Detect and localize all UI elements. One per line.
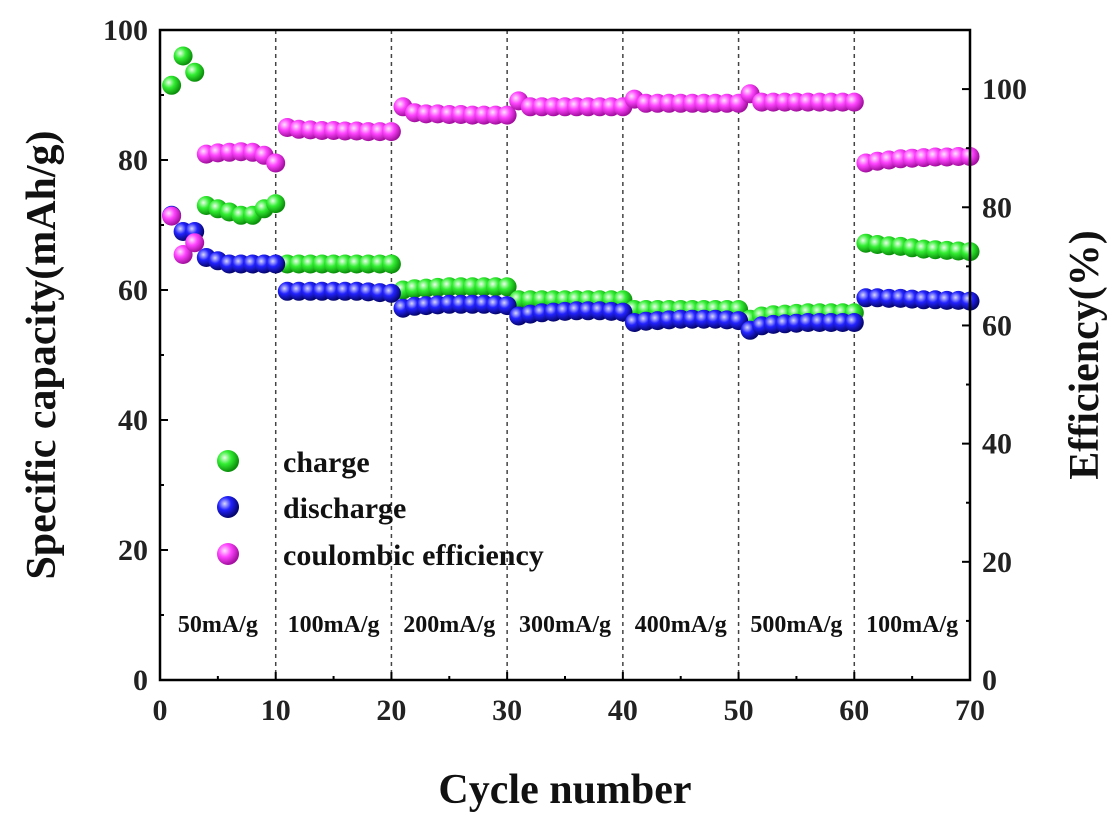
data-points <box>162 46 980 340</box>
efficiency-point <box>173 245 193 264</box>
legend-label-efficiency: coulombic efficiency <box>283 539 544 572</box>
charge-point <box>497 277 517 297</box>
charge-point <box>381 254 401 274</box>
rate-label: 500mA/g <box>750 612 842 638</box>
x-tick-label: 50 <box>724 694 754 727</box>
legend-marker-charge <box>217 450 239 472</box>
rate-label: 200mA/g <box>403 612 495 638</box>
left-y-axis-title: Specific capacity(mAh/g) <box>19 130 65 579</box>
discharge-point <box>381 283 401 303</box>
right-y-tick-label: 60 <box>982 309 1012 342</box>
charge-point <box>185 62 205 82</box>
left-y-tick-label: 60 <box>118 274 148 307</box>
right-y-axis: 0 20 40 60 80 100 <box>962 73 1027 697</box>
right-y-tick-label: 40 <box>982 428 1012 461</box>
left-y-tick-label: 100 <box>103 14 148 47</box>
x-axis-title: Cycle number <box>438 767 691 813</box>
x-tick-label: 20 <box>376 694 406 727</box>
discharge-point <box>266 254 286 274</box>
legend-label-discharge: discharge <box>283 492 406 525</box>
x-tick-label: 10 <box>261 694 291 727</box>
discharge-point <box>844 313 864 332</box>
x-tick-label: 40 <box>608 694 638 727</box>
legend-marker-efficiency <box>217 543 239 565</box>
right-y-tick-label: 0 <box>982 664 997 697</box>
x-tick-label: 30 <box>492 694 522 727</box>
efficiency-point <box>266 153 286 173</box>
efficiency-point <box>497 105 517 125</box>
efficiency-point <box>185 233 205 253</box>
rate-label: 300mA/g <box>519 612 611 638</box>
legend: charge discharge coulombic efficiency <box>217 446 544 572</box>
right-y-tick-label: 100 <box>982 73 1027 106</box>
rate-labels: 50mA/g 100mA/g 200mA/g 300mA/g 400mA/g 500mA/… <box>178 612 958 638</box>
left-y-tick-label: 20 <box>118 534 148 567</box>
left-y-tick-label: 40 <box>118 404 148 437</box>
right-y-axis-title: Efficiency(%) <box>1062 230 1108 480</box>
right-y-tick-label: 20 <box>982 546 1012 579</box>
rate-label: 50mA/g <box>178 612 258 638</box>
x-tick-label: 60 <box>839 694 869 727</box>
efficiency-point <box>162 206 182 226</box>
legend-label-charge: charge <box>283 446 370 479</box>
rate-label: 400mA/g <box>635 612 727 638</box>
right-y-tick-label: 80 <box>982 191 1012 224</box>
charge-point <box>173 46 193 66</box>
rate-label: 100mA/g <box>288 612 380 638</box>
charge-point <box>266 194 286 214</box>
left-y-axis: 0 20 40 60 80 100 <box>103 14 168 697</box>
x-tick-label: 70 <box>955 694 985 727</box>
rate-label: 100mA/g <box>866 612 958 638</box>
left-y-tick-label: 0 <box>133 664 148 697</box>
x-axis: 0 10 20 30 40 50 60 70 <box>153 672 985 727</box>
legend-marker-discharge <box>217 496 239 518</box>
charge-point <box>162 75 182 95</box>
left-y-tick-label: 80 <box>118 144 148 177</box>
x-tick-label: 0 <box>153 694 168 727</box>
efficiency-point <box>381 122 401 142</box>
efficiency-point <box>844 92 864 112</box>
